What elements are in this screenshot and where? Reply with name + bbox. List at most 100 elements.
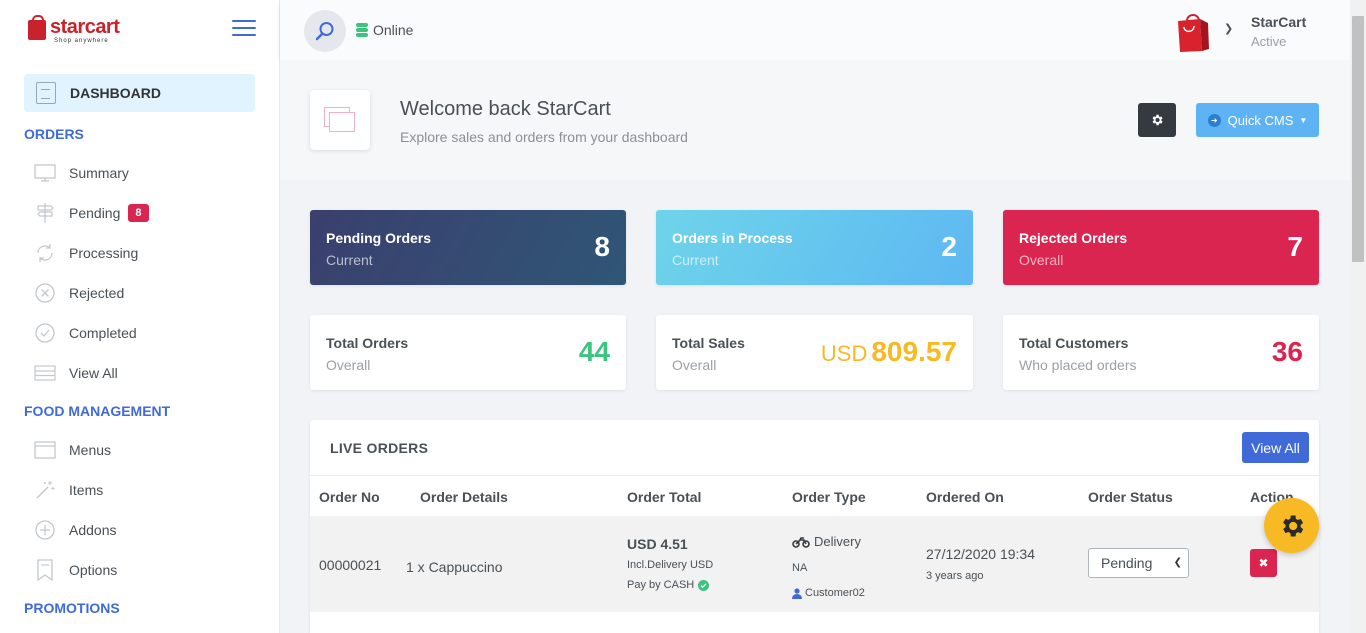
page-subtitle: Explore sales and orders from your dashb…: [400, 129, 688, 145]
nav-heading-orders: ORDERS: [24, 126, 84, 142]
card-title: Total Customers: [1019, 335, 1129, 351]
total-orders-card: Total Orders Overall 44: [310, 315, 626, 390]
column-header[interactable]: Order Total: [627, 489, 702, 505]
payment-method-label: Pay by CASH: [627, 579, 695, 591]
online-status: Online: [356, 22, 413, 38]
sidebar-item-items[interactable]: Items: [24, 470, 255, 510]
top-header: Online ❯ StarCart Active: [280, 0, 1350, 60]
card-title: Rejected Orders: [1019, 230, 1128, 246]
order-type-label: Delivery: [814, 534, 861, 549]
rejected-orders-card[interactable]: Rejected Orders Overall 7: [1003, 210, 1319, 285]
column-header[interactable]: Order No: [319, 489, 380, 505]
check-circle-icon: [34, 322, 56, 344]
sidebar-item-completed[interactable]: Completed: [24, 313, 255, 353]
refresh-icon: [34, 242, 56, 264]
payment-method: Pay by CASH: [627, 579, 710, 591]
settings-button[interactable]: [1138, 103, 1176, 137]
pending-orders-card[interactable]: Pending Orders Current 8: [310, 210, 626, 285]
bookmark-icon: [34, 559, 56, 581]
view-all-button[interactable]: View All: [1242, 432, 1309, 463]
user-name: StarCart: [1251, 14, 1307, 30]
sales-amount: 809.57: [871, 336, 957, 367]
sidebar-item-pending[interactable]: Pending 8: [24, 193, 255, 233]
card-value: 2: [941, 231, 957, 262]
sidebar: starcart Shop anywhere DASHBOARD ORDERS …: [0, 0, 280, 633]
total-customers-card: Total Customers Who placed orders 36: [1003, 315, 1319, 390]
floating-settings-button[interactable]: [1264, 498, 1319, 553]
order-details: 1 x Cappuccino: [406, 559, 503, 575]
order-status-value: Pending: [1101, 555, 1153, 571]
sidebar-nav: DASHBOARD ORDERS Summary Pending 8 Proce…: [0, 60, 279, 627]
order-type: Delivery: [792, 534, 861, 549]
brand-logo[interactable]: starcart Shop anywhere: [28, 15, 120, 44]
sidebar-item-view-all[interactable]: View All: [24, 353, 255, 393]
card-value: 8: [594, 231, 610, 262]
delivery-area: NA: [792, 562, 808, 574]
column-header[interactable]: Ordered On: [926, 489, 1004, 505]
search-button[interactable]: [304, 10, 346, 52]
sidebar-item-label: Addons: [69, 522, 117, 538]
order-total: USD 4.51: [627, 536, 688, 552]
motorcycle-icon: [792, 536, 810, 548]
gear-icon: [1152, 114, 1163, 126]
currency-label: USD: [820, 341, 868, 366]
quick-cms-label: Quick CMS: [1227, 112, 1294, 128]
card-subtitle: Overall: [1019, 252, 1064, 268]
scrollbar-thumb[interactable]: [1352, 16, 1364, 262]
user-status: Active: [1251, 34, 1287, 49]
column-header[interactable]: Order Status: [1088, 489, 1173, 505]
caret-down-icon: ▼: [1299, 115, 1308, 125]
order-number[interactable]: 00000021: [319, 557, 382, 573]
table-row[interactable]: 00000021 1 x Cappuccino USD 4.51 Incl.De…: [310, 516, 1319, 612]
plus-circle-icon: [34, 519, 56, 541]
sidebar-item-label: Options: [69, 562, 118, 578]
ordered-on: 27/12/2020 19:34: [926, 546, 1035, 562]
copy-icon: [310, 90, 370, 150]
column-header[interactable]: Order Details: [420, 489, 508, 505]
sidebar-item-menus[interactable]: Menus: [24, 430, 255, 470]
card-subtitle: Current: [672, 252, 719, 268]
page-scrollbar[interactable]: [1350, 0, 1366, 633]
reject-order-button[interactable]: ✖: [1250, 549, 1277, 577]
sidebar-item-options[interactable]: Options: [24, 550, 255, 590]
nav-heading-promotions: PROMOTIONS: [24, 600, 120, 616]
orders-in-process-card[interactable]: Orders in Process Current 2: [656, 210, 973, 285]
sidebar-item-label: View All: [69, 365, 118, 381]
nav-heading-food-management: FOOD MANAGEMENT: [24, 403, 171, 419]
monitor-icon: [34, 162, 56, 184]
sidebar-item-label: Rejected: [69, 285, 125, 301]
sidebar-item-rejected[interactable]: Rejected: [24, 273, 255, 313]
card-value: 7: [1287, 231, 1303, 262]
live-orders-header: LIVE ORDERS View All: [310, 420, 1319, 476]
online-status-label: Online: [373, 22, 414, 38]
sidebar-item-addons[interactable]: Addons: [24, 510, 255, 550]
sidebar-item-label: Processing: [69, 245, 139, 261]
page-title: Welcome back StarCart: [400, 98, 611, 120]
live-orders-panel: LIVE ORDERS View All Order No Order Deta…: [310, 420, 1319, 633]
sidebar-item-processing[interactable]: Processing: [24, 233, 255, 273]
card-subtitle: Overall: [326, 357, 371, 373]
hamburger-menu-icon[interactable]: [232, 20, 256, 36]
sidebar-item-summary[interactable]: Summary: [24, 153, 255, 193]
total-sales-card: Total Sales Overall USD 809.57: [656, 315, 973, 390]
live-orders-title: LIVE ORDERS: [330, 440, 429, 456]
quick-cms-button[interactable]: ➜ Quick CMS ▼: [1196, 103, 1319, 137]
card-value: 44: [578, 336, 610, 367]
gear-icon: [1282, 515, 1303, 536]
shopping-bag-icon: [28, 15, 46, 40]
order-status-select[interactable]: Pending ❮: [1088, 548, 1189, 578]
column-header[interactable]: Order Type: [792, 489, 866, 505]
sidebar-item-label: Menus: [69, 442, 112, 458]
chevron-down-icon[interactable]: ❯: [1224, 23, 1234, 35]
sidebar-item-dashboard[interactable]: DASHBOARD: [24, 74, 255, 112]
card-title: Pending Orders: [326, 230, 432, 246]
sidebar-item-label: Completed: [69, 325, 137, 341]
customer-link[interactable]: Customer02: [792, 587, 865, 599]
chevron-down-icon: ❮: [1173, 557, 1182, 568]
card-subtitle: Who placed orders: [1019, 357, 1137, 373]
pending-count-badge: 8: [128, 204, 149, 222]
signpost-icon: [34, 202, 56, 224]
brand-tagline: Shop anywhere: [54, 37, 109, 44]
shopping-bag-avatar[interactable]: [1175, 9, 1211, 53]
card-subtitle: Overall: [672, 357, 717, 373]
